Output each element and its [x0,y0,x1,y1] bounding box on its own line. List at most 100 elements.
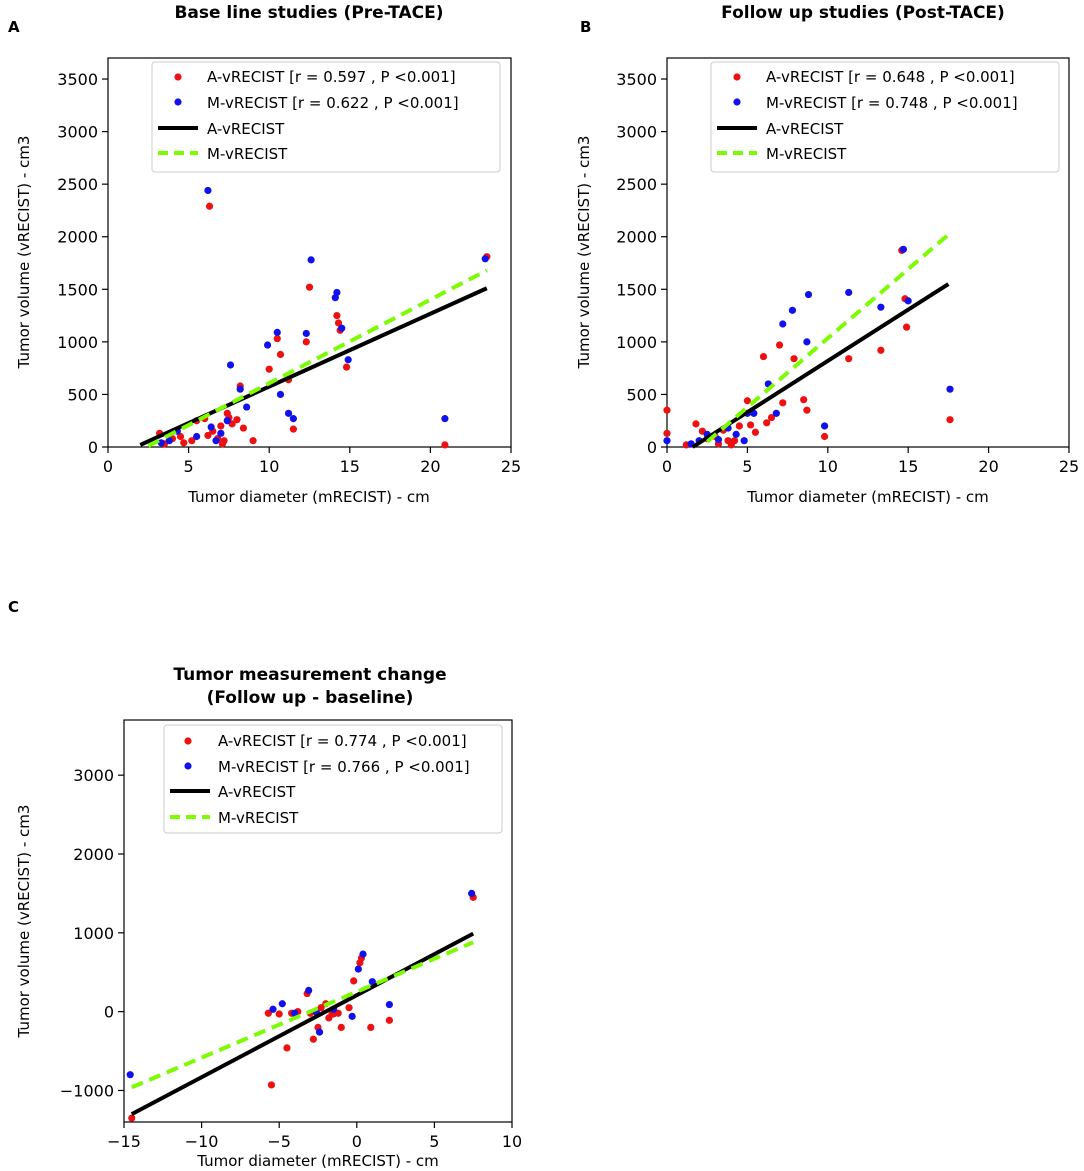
m-vrecist-regression-line [705,233,950,444]
x-tick-label: 10 [259,457,279,476]
m-vrecist-point [804,290,813,299]
m-vrecist-point [904,297,912,305]
m-vrecist-point [193,432,201,441]
m-vrecist-point [946,385,954,393]
y-tick-label: 0 [104,1003,114,1022]
a-vrecist-point [265,365,273,373]
m-vrecist-point [212,437,220,445]
m-vrecist-point [803,338,811,346]
a-vrecist-point [305,283,314,291]
y-tick-label: 3000 [616,123,657,142]
y-axis: 0 500 1000 1500 2000 2500 3000 3500 [616,70,667,457]
chart-title: Follow up studies (Post-TACE) [721,3,1005,23]
y-axis-label: Tumor volume (vRECIST) - cm3 [575,136,593,370]
legend-label: A-vRECIST [766,120,844,138]
panel-b: B Follow up studies (Post-TACE) 05001000… [575,3,1079,506]
a-vrecist-point [759,352,768,361]
a-vrecist-point [385,1016,393,1024]
m-vrecist-point [307,256,315,264]
y-tick-label: 3000 [73,766,114,785]
m-vrecist-point [226,361,235,369]
panel-letter: A [8,18,20,36]
legend-label: A-vRECIST [207,120,285,138]
m-vrecist-point [276,390,285,399]
a-vrecist-point [350,977,358,985]
x-tick-label: 0 [103,457,113,476]
y-tick-label: 2000 [616,228,657,247]
a-vrecist-point [249,437,257,445]
x-axis: 0 5 10 15 20 25 [103,447,521,476]
a-vrecist-regression-line [139,286,488,447]
m-vrecist-point [315,1028,324,1036]
legend-marker-a-points [174,73,182,81]
a-vrecist-point [205,202,214,210]
x-tick-label: 20 [420,457,440,476]
x-axis-label: Tumor diameter (mRECIST) - cm [196,1152,439,1170]
legend: A-vRECIST [r = 0.774 , P <0.001] M-vRECI… [163,724,503,834]
a-vrecist-point [309,1035,317,1043]
legend-marker-a-points [733,73,741,81]
panel-c: C Tumor measurement change (Follow up - … [8,598,522,1170]
m-vrecist-point [243,403,251,411]
y-tick-label: 1000 [73,924,114,943]
legend-label: A-vRECIST [218,783,296,801]
legend-marker-m-points [184,762,192,770]
y-tick-label: 1000 [57,333,98,352]
chart-subtitle: (Follow up - baseline) [207,688,414,708]
m-vrecist-point [344,356,352,364]
m-vrecist-point [441,415,449,423]
m-vrecist-point [740,437,748,445]
a-vrecist-point [239,424,248,432]
legend-box [151,61,501,173]
a-vrecist-point [763,419,771,427]
m-vrecist-point [284,409,293,417]
m-vrecist-point [354,965,362,973]
x-tick-label: 0 [662,457,672,476]
y-tick-label: 500 [67,385,98,404]
y-tick-label: 500 [626,385,657,404]
m-vrecist-point [368,978,376,986]
x-tick-label: 5 [429,1132,439,1151]
legend-label: M-vRECIST [218,809,299,827]
x-tick-label: 25 [501,457,521,476]
a-vrecist-point [289,425,297,433]
a-vrecist-point [345,1004,353,1012]
y-tick-label: −1000 [60,1081,114,1100]
a-vrecist-point [730,437,739,445]
m-vrecist-point [481,255,489,263]
m-vrecist-point [788,306,797,314]
a-vrecist-point [276,350,285,359]
m-vrecist-point [772,409,780,417]
y-tick-label: 0 [88,438,98,457]
m-vrecist-point [289,415,297,423]
y-tick-label: 3500 [57,70,98,89]
a-vrecist-regression-line [691,282,950,449]
a-vrecist-point [803,406,811,414]
x-axis-label: Tumor diameter (mRECIST) - cm [187,488,430,506]
m-vrecist-point [338,324,346,332]
a-vrecist-point [204,431,212,440]
m-vrecist-point [207,423,215,431]
a-vrecist-point [663,429,671,437]
a-vrecist-regression-line [130,931,475,1116]
a-vrecist-point [220,437,228,445]
y-tick-label: 2000 [73,845,114,864]
legend-marker-a-points [184,737,192,745]
m-vrecist-point [291,1009,299,1017]
m-vrecist-regression-line [147,268,488,448]
y-axis-label: Tumor volume (vRECIST) - cm3 [15,805,33,1039]
y-axis: −1000 0 1000 2000 3000 [60,766,124,1100]
a-vrecist-point [333,311,341,320]
legend-label: M-vRECIST [766,145,847,163]
x-axis: 0 5 10 15 20 25 [662,447,1079,476]
a-vrecist-point [128,1114,136,1122]
legend-label: M-vRECIST [r = 0.748 , P <0.001] [766,94,1018,112]
x-tick-label: −10 [185,1132,219,1151]
a-vrecist-point [779,399,787,407]
x-tick-label: 5 [742,457,752,476]
panel-letter: C [8,598,19,616]
a-vrecist-point [751,428,760,436]
a-vrecist-point [367,1023,375,1032]
x-tick-label: 15 [340,457,360,476]
